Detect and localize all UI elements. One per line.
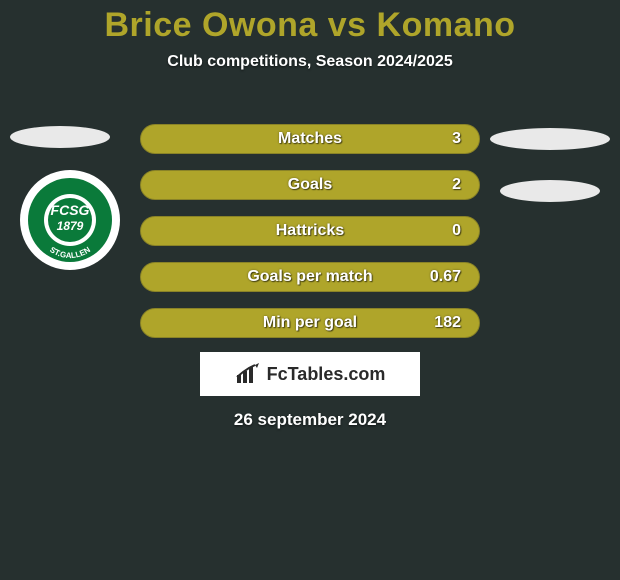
stat-value: 3 [452,130,461,148]
player-slot-right-bottom [500,180,600,202]
svg-text:FCSG: FCSG [51,202,90,218]
date-line: 26 september 2024 [0,410,620,430]
page-title: Brice Owona vs Komano [0,0,620,45]
brand-box: FcTables.com [200,352,420,396]
stat-value: 0 [452,222,461,240]
stat-bar: Goals2 [140,170,480,200]
player-slot-left [10,126,110,148]
stat-value: 2 [452,176,461,194]
stat-value: 182 [434,314,461,332]
player-slot-right-top [490,128,610,150]
stat-bar: Matches3 [140,124,480,154]
infographic-root: Brice Owona vs Komano Club competitions,… [0,0,620,580]
stat-value: 0.67 [430,268,461,286]
club-badge: FCSG1879ST.GALLEN [20,170,120,270]
stat-bar: Min per goal182 [140,308,480,338]
bar-chart-icon [235,363,261,385]
club-badge-svg: FCSG1879ST.GALLEN [20,170,120,270]
stat-label: Goals [141,176,479,194]
stat-label: Hattricks [141,222,479,240]
svg-text:1879: 1879 [57,219,84,233]
stat-label: Goals per match [141,268,479,286]
stat-bar: Hattricks0 [140,216,480,246]
subtitle: Club competitions, Season 2024/2025 [0,53,620,71]
stat-bar: Goals per match0.67 [140,262,480,292]
brand-text: FcTables.com [267,364,386,385]
stat-label: Min per goal [141,314,479,332]
stat-label: Matches [141,130,479,148]
